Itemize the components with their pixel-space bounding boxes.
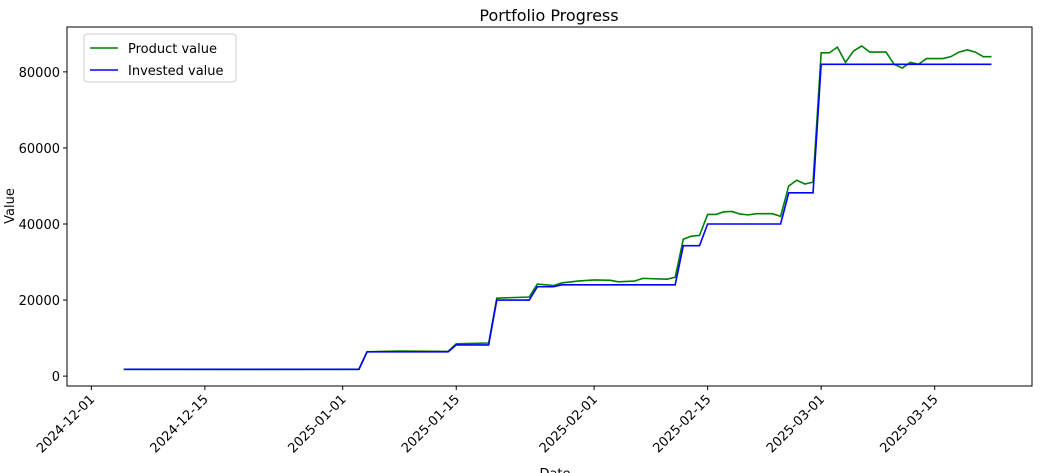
y-axis-label: Value bbox=[3, 188, 18, 224]
series-line bbox=[123, 45, 992, 371]
x-axis-label: Date bbox=[539, 467, 570, 473]
x-tick-label: 2025-02-01 bbox=[537, 392, 601, 456]
x-tick-label: 2025-02-15 bbox=[650, 392, 714, 456]
x-tick-label: 2024-12-15 bbox=[148, 392, 212, 456]
plot-frame bbox=[66, 26, 1033, 387]
x-tick-label: 2024-12-01 bbox=[34, 392, 98, 456]
x-tick-label: 2025-01-15 bbox=[399, 392, 463, 456]
legend-box bbox=[83, 33, 237, 83]
chart-title: Portfolio Progress bbox=[479, 6, 618, 25]
y-tick-label: 60000 bbox=[19, 142, 60, 157]
y-tick-label: 40000 bbox=[19, 218, 60, 233]
x-tick-label: 2025-01-01 bbox=[286, 392, 350, 456]
legend: Product value Invested value bbox=[83, 33, 237, 83]
y-tick-label: 0 bbox=[52, 370, 60, 385]
legend-label: Product value bbox=[128, 42, 217, 57]
series-line bbox=[123, 63, 992, 371]
x-tick-label: 2025-03-15 bbox=[877, 392, 941, 456]
legend-label: Invested value bbox=[128, 64, 224, 79]
y-tick-label: 80000 bbox=[19, 66, 60, 81]
x-tick-label: 2025-03-01 bbox=[764, 392, 828, 456]
y-tick-label: 20000 bbox=[19, 294, 60, 309]
